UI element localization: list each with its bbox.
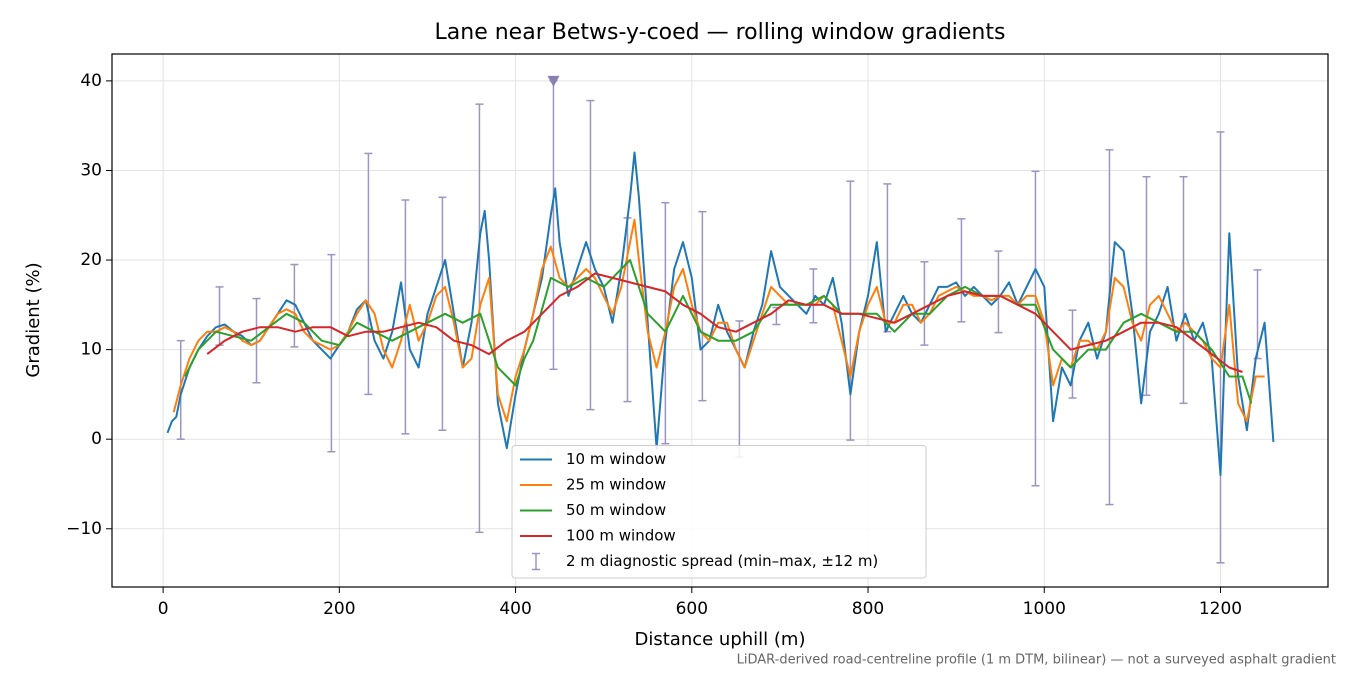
error-bar xyxy=(1031,170,1040,487)
x-tick-label: 1200 xyxy=(1199,599,1242,619)
error-bar xyxy=(364,152,373,396)
y-tick-label: 10 xyxy=(80,340,102,360)
error-bar xyxy=(1105,149,1114,506)
footnote: LiDAR-derived road-centreline profile (1… xyxy=(737,653,1336,668)
y-axis-label: Gradient (%) xyxy=(23,262,44,377)
series-line xyxy=(184,259,1253,404)
y-tick-label: 40 xyxy=(80,71,102,91)
error-bar xyxy=(1179,175,1188,405)
error-bar xyxy=(846,180,855,441)
error-bar xyxy=(1216,131,1225,564)
error-bar xyxy=(475,103,484,534)
error-bar xyxy=(920,261,929,346)
plot-area xyxy=(166,75,1275,564)
y-tick-label: 0 xyxy=(91,429,102,449)
error-bar xyxy=(698,210,707,402)
legend-label: 100 m window xyxy=(566,527,676,545)
error-bar xyxy=(290,263,299,348)
legend-label: 2 m diagnostic spread (min–max, ±12 m) xyxy=(566,552,878,570)
legend-label: 50 m window xyxy=(566,501,666,519)
x-tick-label: 200 xyxy=(323,599,355,619)
error-bar xyxy=(957,218,966,323)
error-bar xyxy=(661,201,670,445)
series-line xyxy=(172,218,1265,423)
y-tick-label: 30 xyxy=(80,160,102,180)
chart-title: Lane near Betws-y-coed — rolling window … xyxy=(435,20,1006,45)
series-line xyxy=(206,272,1243,373)
error-bar xyxy=(327,253,336,453)
x-axis-label: Distance uphill (m) xyxy=(635,629,806,650)
error-bar xyxy=(176,339,185,440)
x-tick-label: 600 xyxy=(676,599,708,619)
max-marker xyxy=(547,75,560,87)
legend-label: 10 m window xyxy=(566,450,666,468)
error-bar xyxy=(547,75,560,371)
legend-label: 25 m window xyxy=(566,476,666,494)
y-tick-label: 20 xyxy=(80,250,102,270)
x-tick-label: 400 xyxy=(499,599,531,619)
error-bar xyxy=(994,250,1003,334)
y-tick-label: −10 xyxy=(66,519,102,539)
error-bar xyxy=(1068,309,1077,399)
error-bar xyxy=(252,297,261,384)
plot-frame xyxy=(111,53,1329,588)
legend-box xyxy=(511,445,927,579)
error-bar xyxy=(809,268,818,324)
x-tick-label: 1000 xyxy=(1023,599,1066,619)
x-tick-label: 800 xyxy=(852,599,884,619)
x-tick-label: 0 xyxy=(158,599,169,619)
error-bar xyxy=(438,196,447,431)
